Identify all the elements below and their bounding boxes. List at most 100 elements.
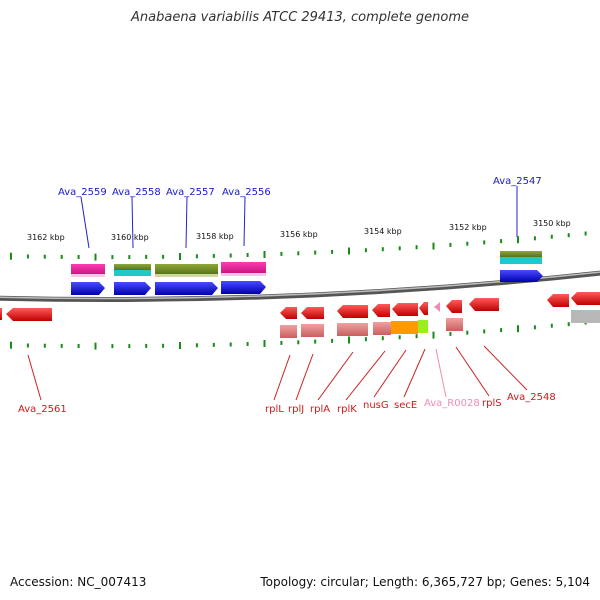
cds-arrow-rplk[interactable] xyxy=(372,304,390,317)
scale-tick xyxy=(280,251,283,256)
scale-tick xyxy=(466,330,469,335)
gene-label-ava-2561[interactable]: Ava_2561 xyxy=(18,404,67,415)
scale-label-3158: 3158 kbp xyxy=(196,232,234,241)
cds-arrow-sece[interactable] xyxy=(419,302,428,315)
gene-label-ava-2556[interactable]: Ava_2556 xyxy=(222,187,271,198)
cds-arrow-ava-2547[interactable] xyxy=(500,270,543,282)
scale-label-3162: 3162 kbp xyxy=(27,233,65,242)
scale-tick xyxy=(195,343,198,348)
cds-arrow-rpls[interactable] xyxy=(446,300,462,313)
feature-block-teal[interactable] xyxy=(114,270,151,276)
scale-label-3160: 3160 kbp xyxy=(111,233,149,242)
rna-arrow-ava-r0028[interactable] xyxy=(434,302,440,312)
gene-label-ava-2557[interactable]: Ava_2557 xyxy=(166,187,215,198)
feature-block-magenta[interactable] xyxy=(221,262,266,275)
scale-tick xyxy=(145,343,148,348)
scale-ticks-top xyxy=(10,231,587,261)
scale-tick xyxy=(26,343,29,348)
scale-tick xyxy=(212,342,215,347)
scale-tick xyxy=(500,239,503,244)
forward-strand-features xyxy=(71,251,543,295)
feature-block-olive[interactable] xyxy=(155,264,218,276)
cds-arrow-rpll[interactable] xyxy=(280,307,297,319)
scale-tick xyxy=(229,342,232,347)
cds-arrow-ava-2557[interactable] xyxy=(155,282,218,295)
scale-tick xyxy=(179,342,181,349)
scale-tick xyxy=(10,341,12,349)
scale-tick xyxy=(162,254,165,259)
scale-tick xyxy=(432,242,435,250)
gene-label-ava-2559[interactable]: Ava_2559 xyxy=(58,187,107,198)
gene-label-ava-2548[interactable]: Ava_2548 xyxy=(507,392,556,403)
scale-tick xyxy=(280,340,283,345)
scale-tick xyxy=(381,336,384,341)
feature-block-salmon[interactable] xyxy=(446,318,463,331)
feature-block-salmon[interactable] xyxy=(301,324,324,337)
feature-block-lime[interactable] xyxy=(418,320,428,333)
feature-block-salmon[interactable] xyxy=(280,325,297,338)
scale-tick xyxy=(297,340,300,345)
scale-tick xyxy=(364,337,367,342)
scale-tick xyxy=(550,234,553,239)
genome-summary: Topology: circular; Length: 6,365,727 bp… xyxy=(260,575,590,589)
feature-block-teal[interactable] xyxy=(500,257,542,264)
feature-block-magenta[interactable] xyxy=(71,264,105,276)
scale-tick xyxy=(500,328,503,333)
gene-label-ava-2547[interactable]: Ava_2547 xyxy=(493,176,542,187)
scale-tick xyxy=(364,248,367,253)
scale-tick xyxy=(128,255,131,260)
scale-tick xyxy=(466,241,469,246)
scale-tick xyxy=(567,322,570,327)
scale-tick xyxy=(195,254,198,259)
scale-tick xyxy=(348,336,350,344)
cds-arrow-ava-2558[interactable] xyxy=(114,282,151,295)
scale-tick xyxy=(94,342,97,350)
cds-arrow-right-1[interactable] xyxy=(547,294,569,307)
cds-arrow-ava-2556[interactable] xyxy=(221,281,266,294)
cds-arrow-ava-2561[interactable] xyxy=(6,308,52,321)
gene-label-rpll[interactable]: rplL xyxy=(265,404,284,415)
scale-label-3150: 3150 kbp xyxy=(533,219,571,228)
feature-block-salmon[interactable] xyxy=(373,322,391,335)
gene-label-rpla[interactable]: rplA xyxy=(310,404,330,415)
gene-label-ava-r0028[interactable]: Ava_R0028 xyxy=(424,398,480,409)
scale-tick xyxy=(263,340,266,347)
scale-tick xyxy=(246,342,249,346)
cds-arrow-ava-2559[interactable] xyxy=(71,282,105,295)
gene-label-rplk[interactable]: rplK xyxy=(337,404,357,415)
cds-arrow-ava-2548[interactable] xyxy=(469,298,499,311)
scale-tick xyxy=(162,343,165,348)
bottom-leader-lines xyxy=(27,345,528,401)
scale-tick xyxy=(483,329,486,334)
cds-arrow-right-2[interactable] xyxy=(571,292,600,305)
gene-label-rplj[interactable]: rplJ xyxy=(288,404,304,415)
accession-text: Accession: NC_007413 xyxy=(10,575,147,589)
gene-label-nusg[interactable]: nusG xyxy=(363,400,389,411)
leader-line-ava-r0028 xyxy=(435,348,447,398)
cds-arrow-rpla[interactable] xyxy=(337,305,368,318)
scale-tick xyxy=(483,240,486,245)
gene-label-rpls[interactable]: rplS xyxy=(482,398,502,409)
scale-tick xyxy=(415,245,418,250)
scale-tick xyxy=(297,251,300,256)
cds-arrow-left-edge[interactable] xyxy=(0,308,2,320)
feature-block-salmon[interactable] xyxy=(337,323,368,336)
feature-block-olive[interactable] xyxy=(500,251,542,258)
gene-label-sece[interactable]: secE xyxy=(394,400,417,411)
scale-tick xyxy=(229,253,232,258)
scale-tick xyxy=(111,255,114,260)
scale-ticks-bottom xyxy=(10,320,587,350)
scale-tick xyxy=(77,255,80,259)
scale-tick xyxy=(550,323,553,328)
scale-tick xyxy=(533,325,536,330)
scale-tick xyxy=(94,253,97,261)
feature-block-orange[interactable] xyxy=(391,321,418,334)
cds-arrow-rplj[interactable] xyxy=(301,307,324,319)
scale-tick xyxy=(449,331,452,336)
feature-block-olive[interactable] xyxy=(114,264,151,271)
cds-arrow-nusg[interactable] xyxy=(392,303,418,316)
gene-label-ava-2558[interactable]: Ava_2558 xyxy=(112,187,161,198)
feature-block-grey[interactable] xyxy=(571,310,600,323)
scale-tick xyxy=(77,344,80,348)
